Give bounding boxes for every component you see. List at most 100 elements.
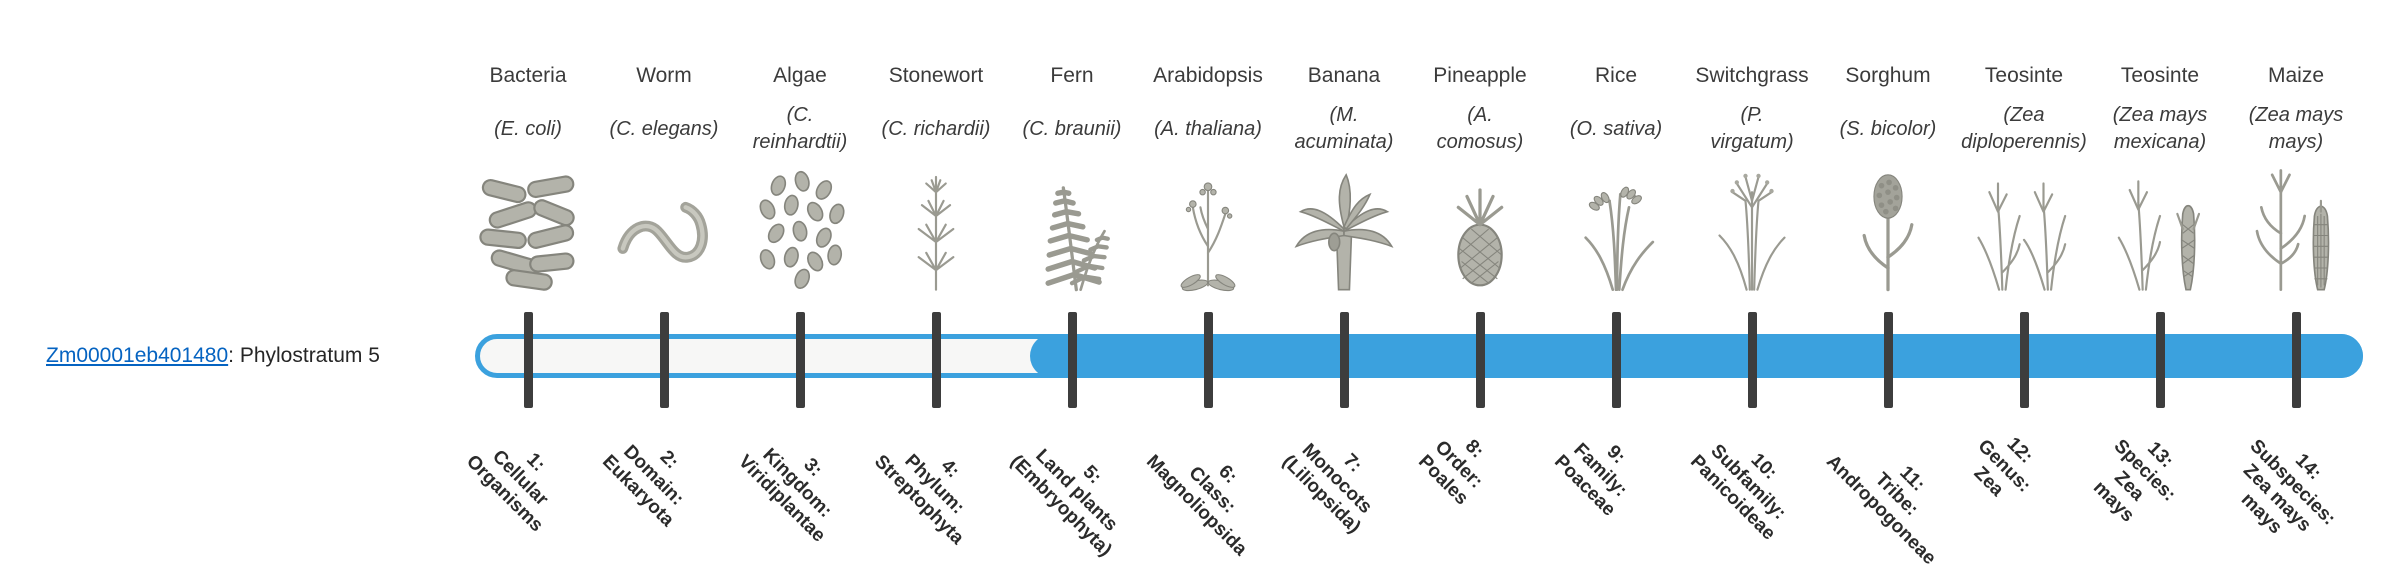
organism-scientific-name: (M. acuminata) bbox=[1294, 104, 1394, 153]
algae-icon bbox=[756, 169, 847, 292]
organism-common-name: Bacteria bbox=[489, 64, 567, 87]
phylostratum-axis-label: 10: Subfamily: Panicoideae bbox=[1686, 440, 1790, 545]
organism-column: Switchgrass (P. virgatum) bbox=[1684, 64, 1820, 294]
phylostratum-axis-label: 2: Domain: Eukaryota bbox=[598, 441, 688, 531]
organism-column: Arabidopsis (A. thaliana) bbox=[1140, 64, 1276, 294]
worm-icon bbox=[608, 164, 720, 294]
organism-column: Teosinte (Zea mays mexicana) bbox=[2092, 64, 2228, 294]
bacteria-icon bbox=[478, 174, 578, 292]
fern-icon bbox=[1016, 164, 1128, 294]
organism-column: Stonewort (C. richardii) bbox=[868, 64, 1004, 294]
switchgrass-icon bbox=[1718, 172, 1786, 291]
phylostratum-tick bbox=[931, 312, 941, 408]
organism-column: Bacteria (E. coli) bbox=[460, 64, 596, 294]
phylostratum-tick bbox=[2291, 312, 2301, 408]
phylostratum-axis-label: 8: Order: Poales bbox=[1414, 435, 1488, 510]
organism-illustration bbox=[608, 160, 720, 294]
phylostratum-axis-label: 11: Tribe: Andropogoneae bbox=[1822, 451, 1940, 569]
phylostratum-tick bbox=[523, 312, 533, 408]
arabidopsis-icon bbox=[1178, 181, 1238, 294]
maize-icon bbox=[2255, 169, 2330, 292]
gene-phylostratum-text: : Phylostratum 5 bbox=[228, 344, 380, 367]
organism-scientific-name: (Zea mays mexicana) bbox=[2112, 104, 2208, 153]
organism-column: Sorghum (S. bicolor) bbox=[1820, 64, 1956, 294]
phylostratum-axis-label: 13: Species: Zea mays bbox=[2088, 435, 2180, 527]
organism-common-name: Maize bbox=[2267, 64, 2325, 87]
phylostratum-axis-label: 6: Class: Magnoliopsida bbox=[1142, 451, 1251, 561]
organism-column: Rice (O. sativa) bbox=[1548, 64, 1684, 294]
phylostratum-tick bbox=[2019, 312, 2029, 408]
organism-column: Teosinte (Zea diploperennis) bbox=[1956, 64, 2092, 294]
organism-common-name: Pineapple bbox=[1433, 64, 1527, 87]
organism-scientific-name: (Zea diploperennis) bbox=[1961, 104, 2087, 153]
organism-scientific-name: (E. coli) bbox=[494, 117, 562, 140]
organism-illustration bbox=[1696, 160, 1808, 294]
organism-common-name: Sorghum bbox=[1845, 64, 1931, 87]
phylostratum-tick bbox=[1611, 312, 1621, 408]
organism-illustration bbox=[472, 160, 584, 294]
organism-common-name: Switchgrass bbox=[1695, 64, 1809, 87]
phylostratum-tick bbox=[1883, 312, 1893, 408]
organism-scientific-name: (C. richardii) bbox=[881, 117, 991, 140]
banana-icon bbox=[1295, 173, 1393, 291]
organism-scientific-name: (P. virgatum) bbox=[1710, 104, 1794, 153]
organism-illustration bbox=[1968, 160, 2080, 294]
organism-column: Algae (C. reinhardtii) bbox=[732, 64, 868, 294]
organism-column: Pineapple (A. comosus) bbox=[1412, 64, 1548, 294]
phylostratum-tick bbox=[1747, 312, 1757, 408]
organism-scientific-name: (C. braunii) bbox=[1022, 117, 1122, 140]
phylostratum-tick bbox=[1203, 312, 1213, 408]
organism-illustration bbox=[1016, 160, 1128, 294]
rice-icon bbox=[1584, 184, 1655, 292]
organism-common-name: Rice bbox=[1594, 64, 1637, 87]
phylostratum-axis-label: 3: Kingdom: Viridiplantae bbox=[734, 444, 836, 547]
organism-scientific-name: (C. reinhardtii) bbox=[752, 104, 848, 153]
phylostratum-axis-label: 4: Phylum: Streptophyta bbox=[870, 450, 969, 549]
phylostratum-tick bbox=[1339, 312, 1349, 408]
teosinte-icon bbox=[1977, 182, 2067, 291]
organism-scientific-name: (Zea mays mays) bbox=[2248, 104, 2344, 153]
organism-column: Maize (Zea mays mays) bbox=[2228, 64, 2364, 294]
teosinte2-icon bbox=[2117, 180, 2201, 291]
phylostratum-tick bbox=[2155, 312, 2165, 408]
organism-common-name: Teosinte bbox=[1984, 64, 2064, 87]
organism-illustration bbox=[2240, 160, 2352, 294]
gene-id-link[interactable]: Zm00001eb401480 bbox=[46, 344, 229, 367]
organism-illustration bbox=[744, 160, 856, 294]
organism-illustration bbox=[1152, 160, 1264, 294]
organism-common-name: Teosinte bbox=[2120, 64, 2200, 87]
organism-illustration bbox=[1424, 160, 1536, 294]
phylostratum-axis-label: 7: Monocots (Liliopsida) bbox=[1278, 439, 1376, 538]
organism-illustration bbox=[1288, 160, 1400, 294]
organism-illustration bbox=[2104, 160, 2216, 294]
phylostratum-axis-label: 14: Subspecies: Zea mays mays bbox=[2236, 435, 2340, 539]
organism-scientific-name: (A. comosus) bbox=[1436, 104, 1524, 153]
phylostratum-axis-label: 5: Land plants (Embryophyta) bbox=[1006, 445, 1122, 561]
organism-scientific-name: (S. bicolor) bbox=[1839, 117, 1937, 140]
organism-illustration bbox=[1560, 160, 1672, 294]
gene-label: Zm00001eb401480: Phylostratum 5 bbox=[46, 344, 380, 368]
organism-illustration bbox=[880, 160, 992, 294]
phylostratum-axis-label: 9: Family: Poaceae bbox=[1550, 439, 1632, 521]
organism-scientific-name: (O. sativa) bbox=[1569, 117, 1663, 140]
organism-common-name: Banana bbox=[1307, 64, 1381, 87]
organism-scientific-name: (C. elegans) bbox=[609, 117, 719, 140]
phylostratum-axis-label: 1: Cellular Organisms bbox=[462, 446, 553, 537]
organism-scientific-name: (A. thaliana) bbox=[1154, 117, 1262, 140]
sorghum-icon bbox=[1862, 173, 1914, 292]
phylostratum-tick bbox=[1475, 312, 1485, 408]
stonewort-icon bbox=[917, 175, 955, 291]
phylostratum-axis-label: 12: Genus: Zea bbox=[1969, 433, 2037, 501]
organism-common-name: Arabidopsis bbox=[1153, 64, 1263, 87]
phylostratum-tick bbox=[659, 312, 669, 408]
organism-column: Worm (C. elegans) bbox=[596, 64, 732, 294]
phylostratum-tick bbox=[795, 312, 805, 408]
organism-column: Fern (C. braunii) bbox=[1004, 64, 1140, 294]
organism-illustration bbox=[1832, 160, 1944, 294]
organism-common-name: Stonewort bbox=[888, 64, 984, 87]
organism-common-name: Fern bbox=[1050, 64, 1094, 87]
phylostratum-bar-fill bbox=[1030, 334, 2363, 378]
pineapple-icon bbox=[1456, 188, 1504, 288]
organism-common-name: Algae bbox=[773, 64, 827, 87]
